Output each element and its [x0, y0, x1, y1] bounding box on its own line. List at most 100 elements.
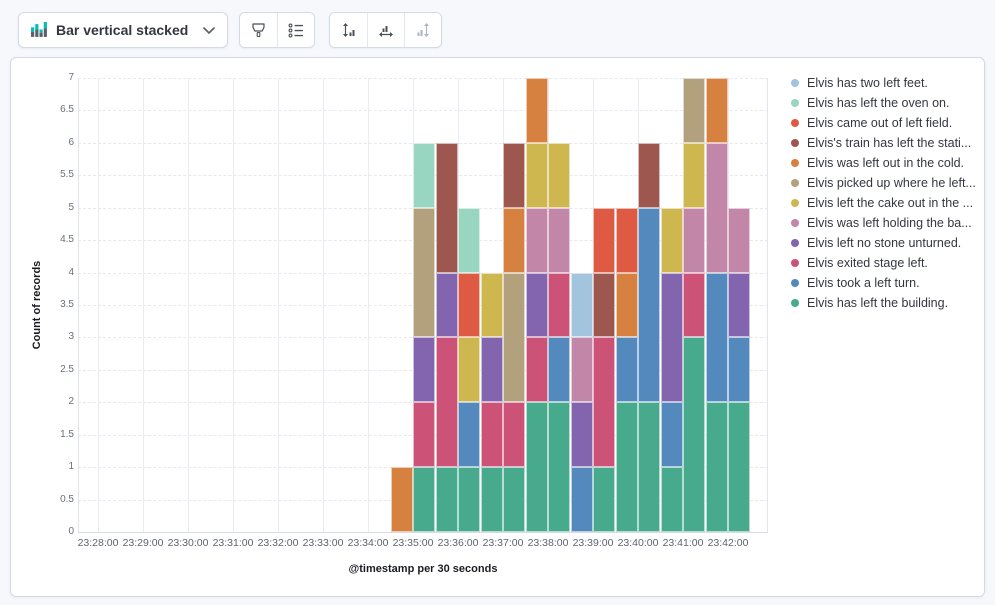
bar-segment[interactable] — [616, 208, 638, 273]
bar-segment[interactable] — [413, 208, 435, 337]
bar-segment[interactable] — [503, 143, 525, 208]
legend-item[interactable]: Elvis has left the oven on. — [791, 93, 976, 113]
bar-segment[interactable] — [526, 402, 548, 532]
bar-segment[interactable] — [391, 467, 413, 532]
bar-segment[interactable] — [458, 337, 480, 402]
bar-segment[interactable] — [571, 273, 593, 337]
bar-segment[interactable] — [436, 337, 458, 467]
legend-item[interactable]: Elvis left the cake out in the ... — [791, 193, 976, 213]
bar-segment[interactable] — [548, 143, 570, 208]
legend-item[interactable]: Elvis exited stage left. — [791, 253, 976, 273]
bar-segment[interactable] — [526, 337, 548, 402]
bar-segment[interactable] — [661, 208, 683, 273]
bar-segment[interactable] — [638, 402, 660, 532]
bar-segment[interactable] — [593, 337, 615, 467]
bar-segment[interactable] — [571, 467, 593, 532]
axis-settings-group — [329, 12, 442, 48]
bar-segment[interactable] — [683, 273, 705, 337]
bar-segment[interactable] — [503, 402, 525, 467]
gridline-vertical — [188, 78, 189, 532]
bar-segment[interactable] — [638, 208, 660, 402]
gridline-vertical — [143, 78, 144, 532]
bar-segment[interactable] — [728, 273, 750, 337]
bar-segment[interactable] — [661, 273, 683, 402]
legend-item[interactable]: Elvis was left holding the ba... — [791, 213, 976, 233]
y-tick-label: 0 — [68, 526, 74, 537]
legend-item[interactable]: Elvis left no stone unturned. — [791, 233, 976, 253]
bar-segment[interactable] — [436, 467, 458, 532]
bar-segment[interactable] — [706, 78, 728, 143]
bar-segment[interactable] — [503, 273, 525, 402]
bar-segment[interactable] — [526, 143, 548, 208]
bar-segment[interactable] — [458, 402, 480, 467]
x-axis-title: @timestamp per 30 seconds — [348, 563, 498, 575]
bar-segment[interactable] — [436, 143, 458, 273]
bar-segment[interactable] — [503, 208, 525, 273]
bar-segment[interactable] — [548, 273, 570, 337]
bar-segment[interactable] — [458, 208, 480, 273]
y-tick-label: 5 — [68, 202, 74, 213]
legend-item[interactable]: Elvis came out of left field. — [791, 113, 976, 133]
bar-segment[interactable] — [593, 208, 615, 273]
bar-segment[interactable] — [683, 337, 705, 532]
legend-item[interactable]: Elvis has two left feet. — [791, 73, 976, 93]
x-tick-label: 23:42:00 — [707, 537, 749, 549]
bar-segment[interactable] — [706, 143, 728, 273]
legend-item[interactable]: Elvis's train has left the stati... — [791, 133, 976, 153]
bar-segment[interactable] — [481, 467, 503, 532]
bar-segment[interactable] — [413, 402, 435, 467]
bottom-axis-button[interactable] — [367, 13, 404, 47]
bar-segment[interactable] — [413, 467, 435, 532]
visual-options-button[interactable] — [240, 13, 277, 47]
bar-segment[interactable] — [436, 273, 458, 337]
bar-segment[interactable] — [593, 467, 615, 532]
x-tick-label: 23:33:00 — [302, 537, 344, 549]
bar-segment[interactable] — [616, 402, 638, 532]
bar-segment[interactable] — [728, 402, 750, 532]
bar-segment[interactable] — [728, 337, 750, 402]
bar-segment[interactable] — [526, 208, 548, 273]
bar-segment[interactable] — [548, 402, 570, 532]
bar-segment[interactable] — [458, 467, 480, 532]
legend-color-dot — [791, 159, 799, 167]
bar-segment[interactable] — [706, 273, 728, 402]
bar-segment[interactable] — [683, 143, 705, 208]
bar-segment[interactable] — [706, 402, 728, 532]
legend-item[interactable]: Elvis has left the building. — [791, 293, 976, 313]
left-axis-button[interactable] — [330, 13, 367, 47]
bar-segment[interactable] — [548, 337, 570, 402]
bar-segment[interactable] — [503, 467, 525, 532]
legend-color-dot — [791, 99, 799, 107]
bar-segment[interactable] — [616, 273, 638, 337]
chart-type-dropdown[interactable]: Bar vertical stacked — [18, 12, 228, 48]
bar-segment[interactable] — [683, 208, 705, 273]
bar-segment[interactable] — [526, 273, 548, 337]
legend-label: Elvis came out of left field. — [807, 116, 953, 130]
y-tick-label: 4 — [68, 267, 74, 278]
bar-segment[interactable] — [638, 143, 660, 208]
bar-segment[interactable] — [481, 273, 503, 337]
bar-segment[interactable] — [548, 208, 570, 273]
bar-segment[interactable] — [481, 337, 503, 402]
bar-segment[interactable] — [458, 273, 480, 337]
y-tick-label: 5.5 — [60, 169, 74, 180]
bar-segment[interactable] — [413, 337, 435, 402]
bar-segment[interactable] — [571, 402, 593, 467]
bar-vertical-stacked-icon — [31, 22, 47, 37]
legend-item[interactable]: Elvis picked up where he left... — [791, 173, 976, 193]
bar-segment[interactable] — [481, 402, 503, 467]
bar-segment[interactable] — [571, 337, 593, 402]
bar-segment[interactable] — [661, 402, 683, 467]
legend-item[interactable]: Elvis took a left turn. — [791, 273, 976, 293]
bar-segment[interactable] — [593, 273, 615, 337]
legend-label: Elvis has left the building. — [807, 296, 949, 310]
bar-segment[interactable] — [413, 143, 435, 208]
bar-segment[interactable] — [526, 78, 548, 143]
bar-segment[interactable] — [728, 208, 750, 273]
x-tick-label: 23:30:00 — [167, 537, 209, 549]
legend-item[interactable]: Elvis was left out in the cold. — [791, 153, 976, 173]
bar-segment[interactable] — [616, 337, 638, 402]
legend-settings-button[interactable] — [277, 13, 314, 47]
bar-segment[interactable] — [661, 467, 683, 532]
bar-segment[interactable] — [683, 78, 705, 143]
